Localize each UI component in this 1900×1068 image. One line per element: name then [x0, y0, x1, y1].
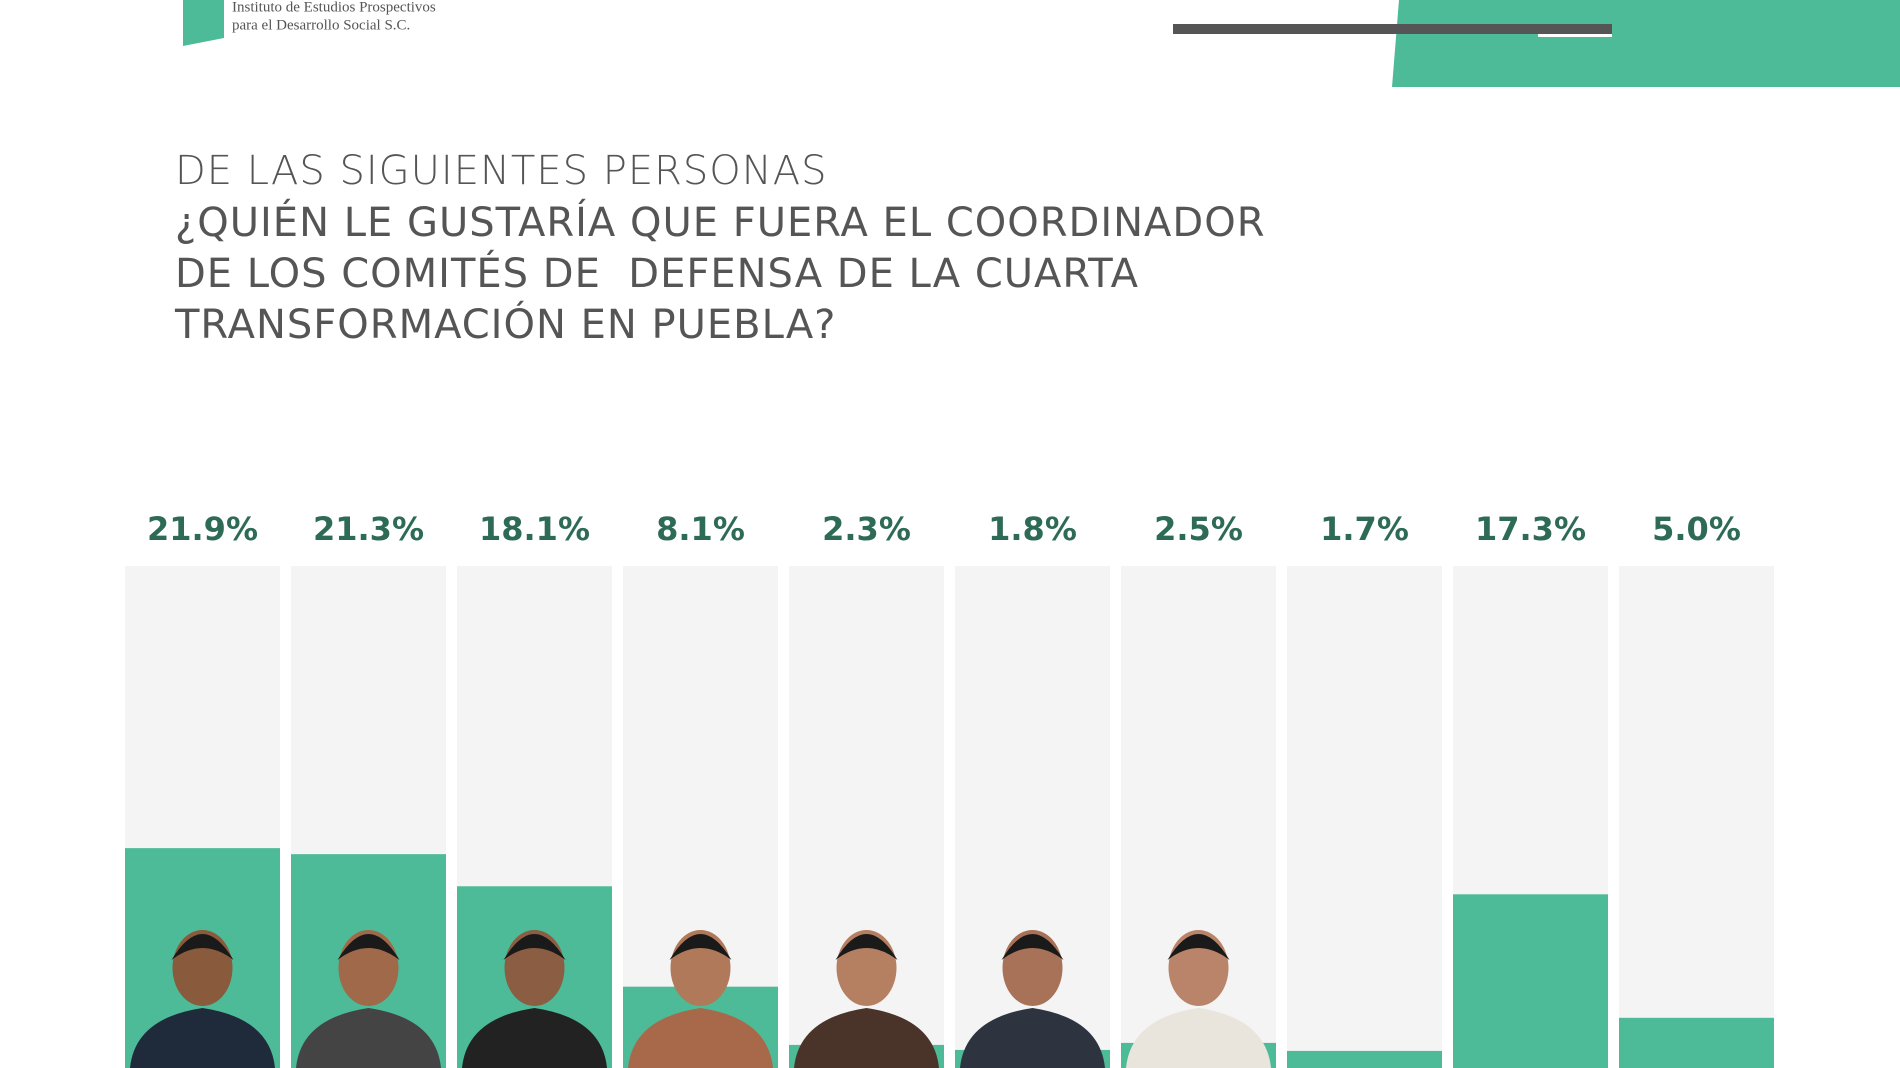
header-rule: [1538, 34, 1612, 37]
portrait: [835, 934, 898, 960]
portrait: [669, 934, 732, 960]
bar-track: [1619, 566, 1774, 1068]
bar: [1453, 894, 1608, 1068]
value-label: 18.1%: [479, 510, 590, 548]
chart-title: TRANSFORMACIÓN EN PUEBLA?: [174, 300, 836, 348]
portrait: [960, 1008, 1105, 1068]
value-label: 5.0%: [1652, 510, 1741, 548]
header-rule: [1173, 24, 1612, 34]
portrait: [337, 934, 400, 960]
portrait: [1126, 1008, 1271, 1068]
value-label: 1.7%: [1320, 510, 1409, 548]
logo-mark: [183, 0, 224, 46]
bar-track: [1287, 566, 1442, 1068]
portrait: [171, 934, 234, 960]
bar: [1287, 1050, 1442, 1068]
portrait: [1001, 934, 1064, 960]
value-label: 21.9%: [147, 510, 258, 548]
portrait: [503, 934, 566, 960]
portrait: [1167, 934, 1230, 960]
value-label: 2.5%: [1154, 510, 1243, 548]
value-label: 1.8%: [988, 510, 1077, 548]
bar: [1619, 1017, 1774, 1068]
org-name: para el Desarrollo Social S.C.: [232, 17, 410, 33]
portrait: [794, 1008, 939, 1068]
chart-title: ¿QUIÉN LE GUSTARÍA QUE FUERA EL COORDINA…: [175, 198, 1265, 246]
portrait: [130, 1008, 275, 1068]
org-name: Instituto de Estudios Prospectivos: [232, 0, 436, 15]
value-label: 8.1%: [656, 510, 745, 548]
value-label: 21.3%: [313, 510, 424, 548]
chart-title: DE LOS COMITÉS DE DEFENSA DE LA CUARTA: [175, 249, 1139, 297]
portrait: [628, 1008, 773, 1068]
chart-subtitle: DE LAS SIGUIENTES PERSONAS: [175, 148, 827, 194]
value-label: 17.3%: [1475, 510, 1586, 548]
portrait: [462, 1008, 607, 1068]
header-band: [1392, 0, 1900, 87]
portrait: [296, 1008, 441, 1068]
value-label: 2.3%: [822, 510, 911, 548]
